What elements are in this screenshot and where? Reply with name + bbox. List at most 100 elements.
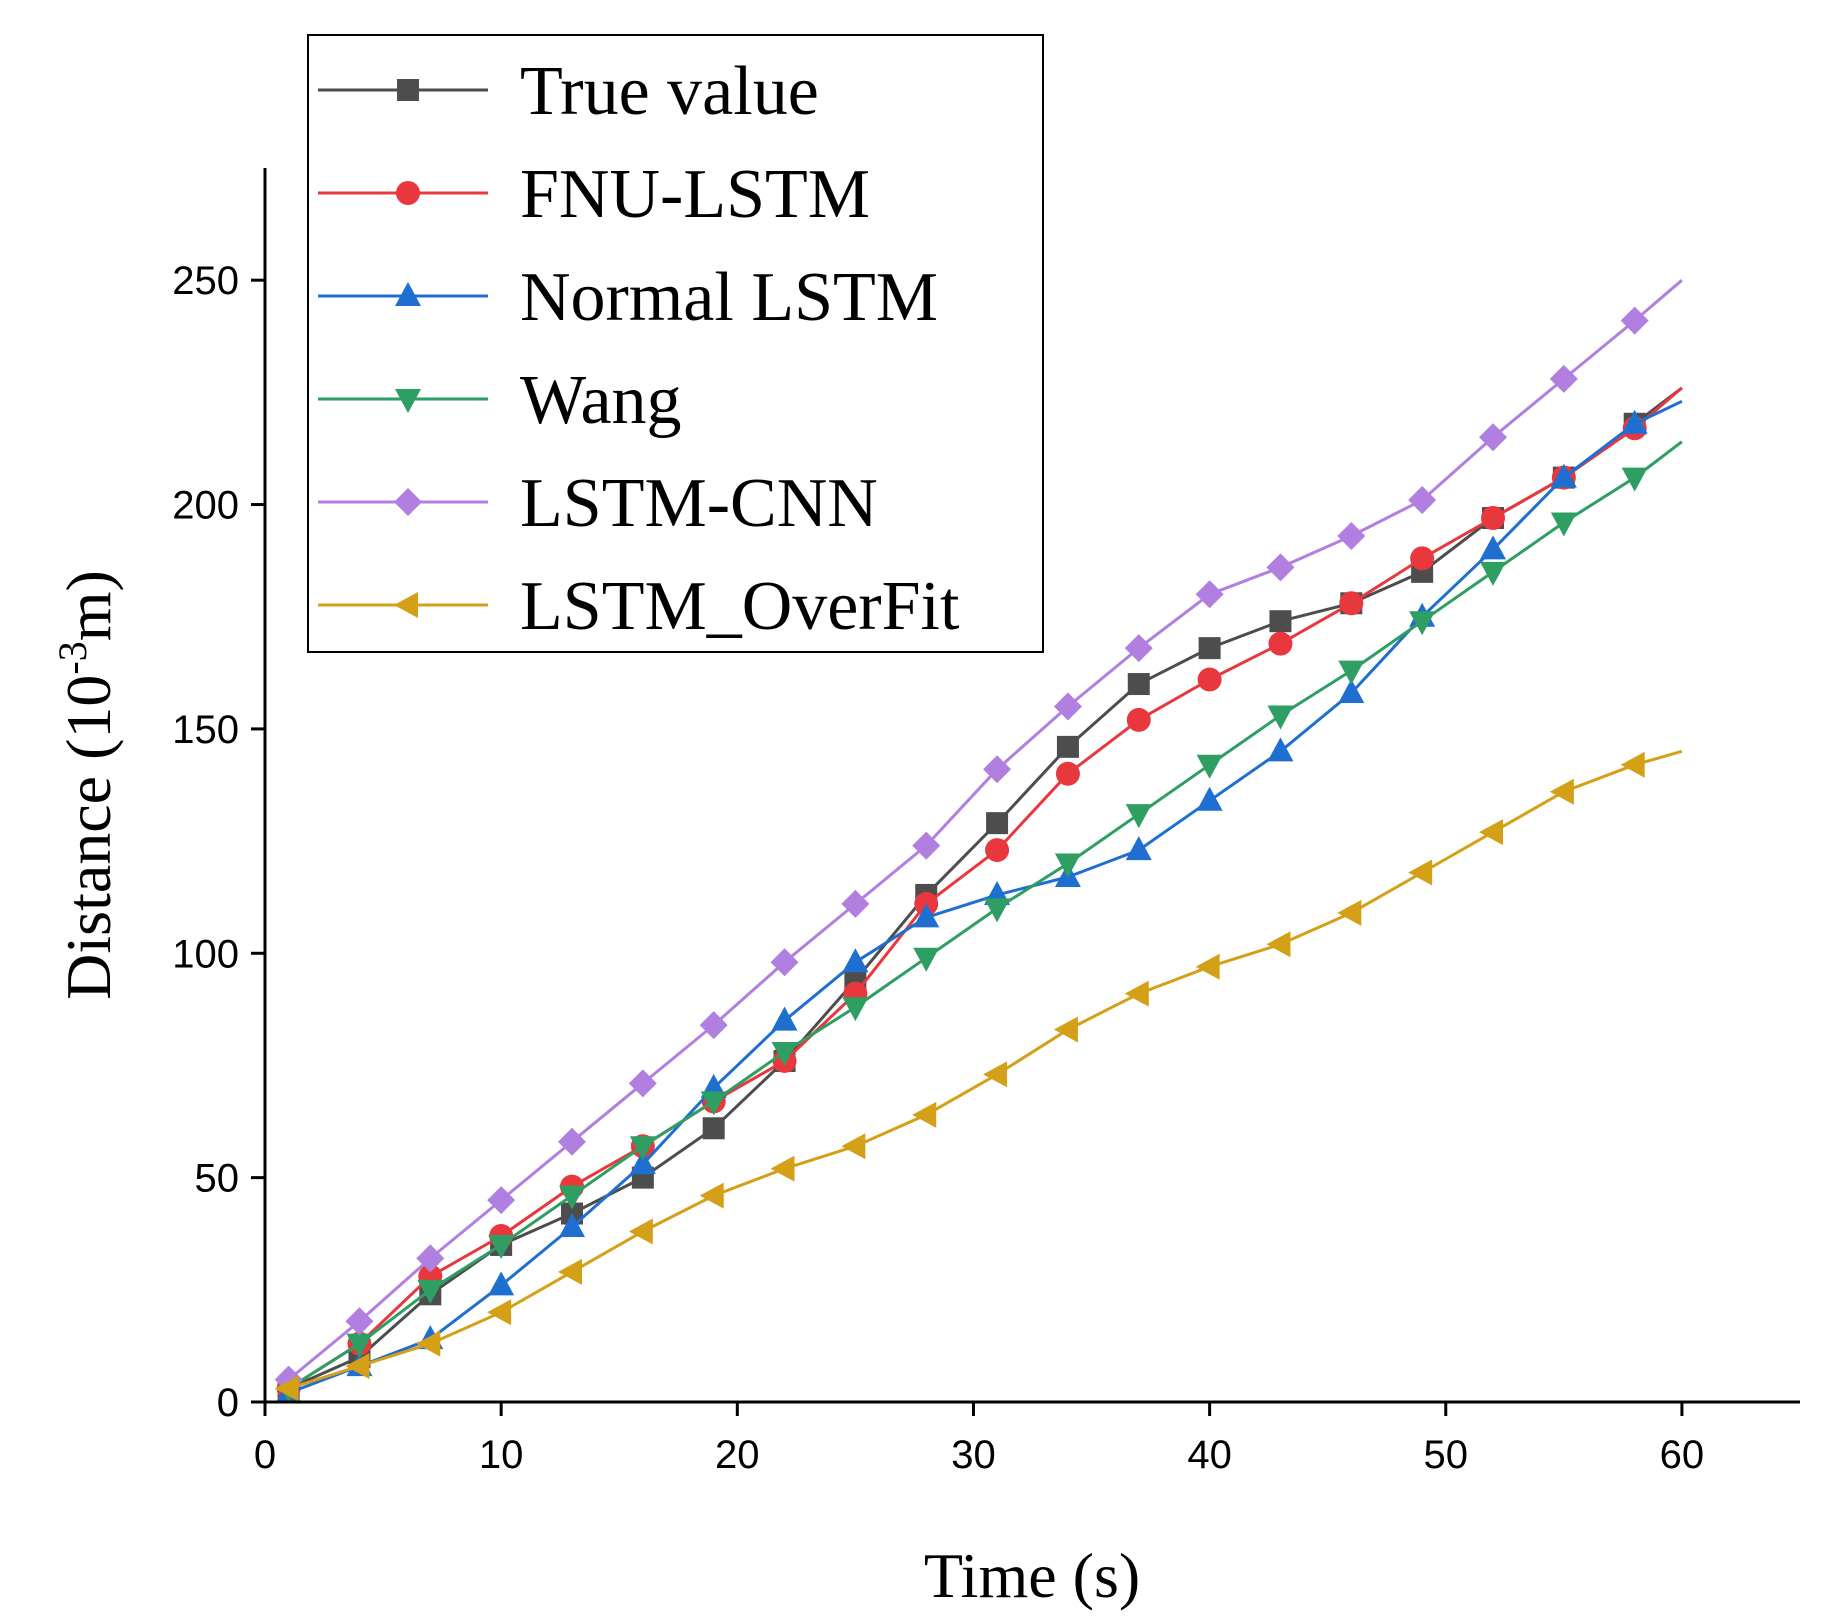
data-point — [628, 1069, 657, 1098]
data-point — [488, 1234, 515, 1259]
data-point — [1620, 306, 1649, 335]
data-point — [1266, 553, 1295, 582]
x-axis-title: Time (s) — [924, 1540, 1140, 1611]
legend-label: FNU-LSTM — [520, 156, 870, 233]
y-axis-title-main: Distance (10 — [53, 675, 124, 1000]
legend-item: Normal LSTM — [318, 259, 938, 336]
data-point — [841, 1133, 866, 1160]
data-point — [628, 1218, 653, 1245]
data-point — [1549, 364, 1578, 393]
legend-item: True value — [318, 53, 819, 130]
legend-item: LSTM-CNN — [318, 465, 878, 542]
y-tick-label: 0 — [217, 1381, 239, 1425]
data-point — [1550, 463, 1577, 488]
data-point — [558, 1258, 582, 1285]
x-tick-label: 60 — [1660, 1433, 1705, 1477]
data-point — [558, 1127, 586, 1156]
data-point — [1124, 980, 1149, 1007]
y-axis-title-sup: -3 — [50, 641, 95, 674]
data-point — [1267, 705, 1294, 730]
data-point — [842, 948, 869, 973]
data-point — [983, 755, 1012, 784]
data-point — [1337, 899, 1362, 926]
data-point — [1195, 580, 1224, 609]
data-point — [345, 1307, 374, 1336]
series-layer — [274, 279, 1683, 1404]
data-point — [345, 1353, 370, 1380]
data-point — [1480, 561, 1506, 586]
data-point — [629, 1150, 656, 1175]
data-point — [1621, 467, 1648, 492]
data-point — [771, 1041, 798, 1066]
data-point — [842, 997, 869, 1022]
data-point — [1481, 506, 1505, 531]
data-point — [699, 1182, 724, 1209]
data-point — [416, 1330, 441, 1357]
data-point — [1621, 409, 1648, 434]
data-point — [559, 1185, 585, 1210]
data-point — [770, 1155, 795, 1182]
data-point — [1409, 611, 1436, 636]
data-point — [1339, 591, 1364, 616]
data-point — [1197, 667, 1222, 692]
data-point — [1126, 707, 1151, 732]
data-point — [559, 1212, 585, 1237]
data-point — [841, 889, 870, 918]
legend-label: Wang — [520, 362, 682, 439]
legend-item: Wang — [318, 362, 682, 439]
data-point — [1053, 692, 1082, 721]
y-tick-label: 50 — [195, 1157, 240, 1201]
legend-box — [307, 34, 1044, 653]
legend-label: True value — [520, 53, 819, 130]
data-point — [416, 1244, 445, 1273]
data-point — [1620, 751, 1645, 778]
y-axis-title-end: m) — [53, 570, 124, 641]
x-tick-label: 30 — [951, 1433, 996, 1477]
x-tick-label: 50 — [1424, 1433, 1469, 1477]
data-point — [1550, 512, 1577, 537]
data-point — [487, 1299, 512, 1326]
data-point — [984, 898, 1011, 923]
data-point — [1338, 660, 1365, 685]
data-point — [1479, 819, 1503, 846]
data-point — [702, 1117, 725, 1140]
y-tick-label: 200 — [172, 484, 239, 528]
data-point — [1549, 778, 1574, 805]
data-point — [913, 947, 940, 972]
data-point — [1127, 673, 1150, 696]
data-point — [983, 1061, 1008, 1088]
x-tick-label: 0 — [254, 1433, 276, 1477]
data-point — [986, 812, 1009, 835]
data-point — [274, 1375, 299, 1402]
data-point — [912, 831, 941, 860]
data-point — [1479, 423, 1507, 452]
x-tick-label: 20 — [715, 1433, 760, 1477]
legend-label: Normal LSTM — [520, 259, 938, 336]
y-tick-label: 100 — [172, 932, 239, 976]
y-axis-title: Distance (10-3m) — [50, 570, 124, 1000]
x-tick-label: 40 — [1187, 1433, 1232, 1477]
legend: True value FNU-LSTM Normal LSTM Wang LSTM-CN… — [307, 34, 1044, 653]
data-point — [1480, 535, 1506, 560]
data-point — [1125, 804, 1152, 829]
legend-items: True value FNU-LSTM Normal LSTM Wang LSTM-CN… — [318, 53, 960, 645]
y-tick-label: 250 — [172, 259, 239, 303]
data-point — [1269, 610, 1292, 633]
data-point — [913, 903, 940, 928]
data-point — [1267, 737, 1294, 762]
data-point — [771, 1006, 798, 1031]
legend-item: LSTM_OverFit — [318, 568, 960, 645]
data-point — [417, 1279, 444, 1304]
data-point — [699, 1011, 728, 1040]
data-point — [1054, 853, 1081, 878]
data-point — [1408, 486, 1437, 515]
data-point — [1053, 1016, 1078, 1043]
data-point — [346, 1333, 373, 1358]
data-point — [487, 1186, 516, 1215]
data-point — [985, 838, 1010, 863]
data-point — [1196, 754, 1223, 779]
data-point — [1410, 546, 1435, 571]
data-point — [1337, 521, 1366, 550]
data-point — [1196, 786, 1223, 811]
legend-marker — [397, 79, 419, 101]
